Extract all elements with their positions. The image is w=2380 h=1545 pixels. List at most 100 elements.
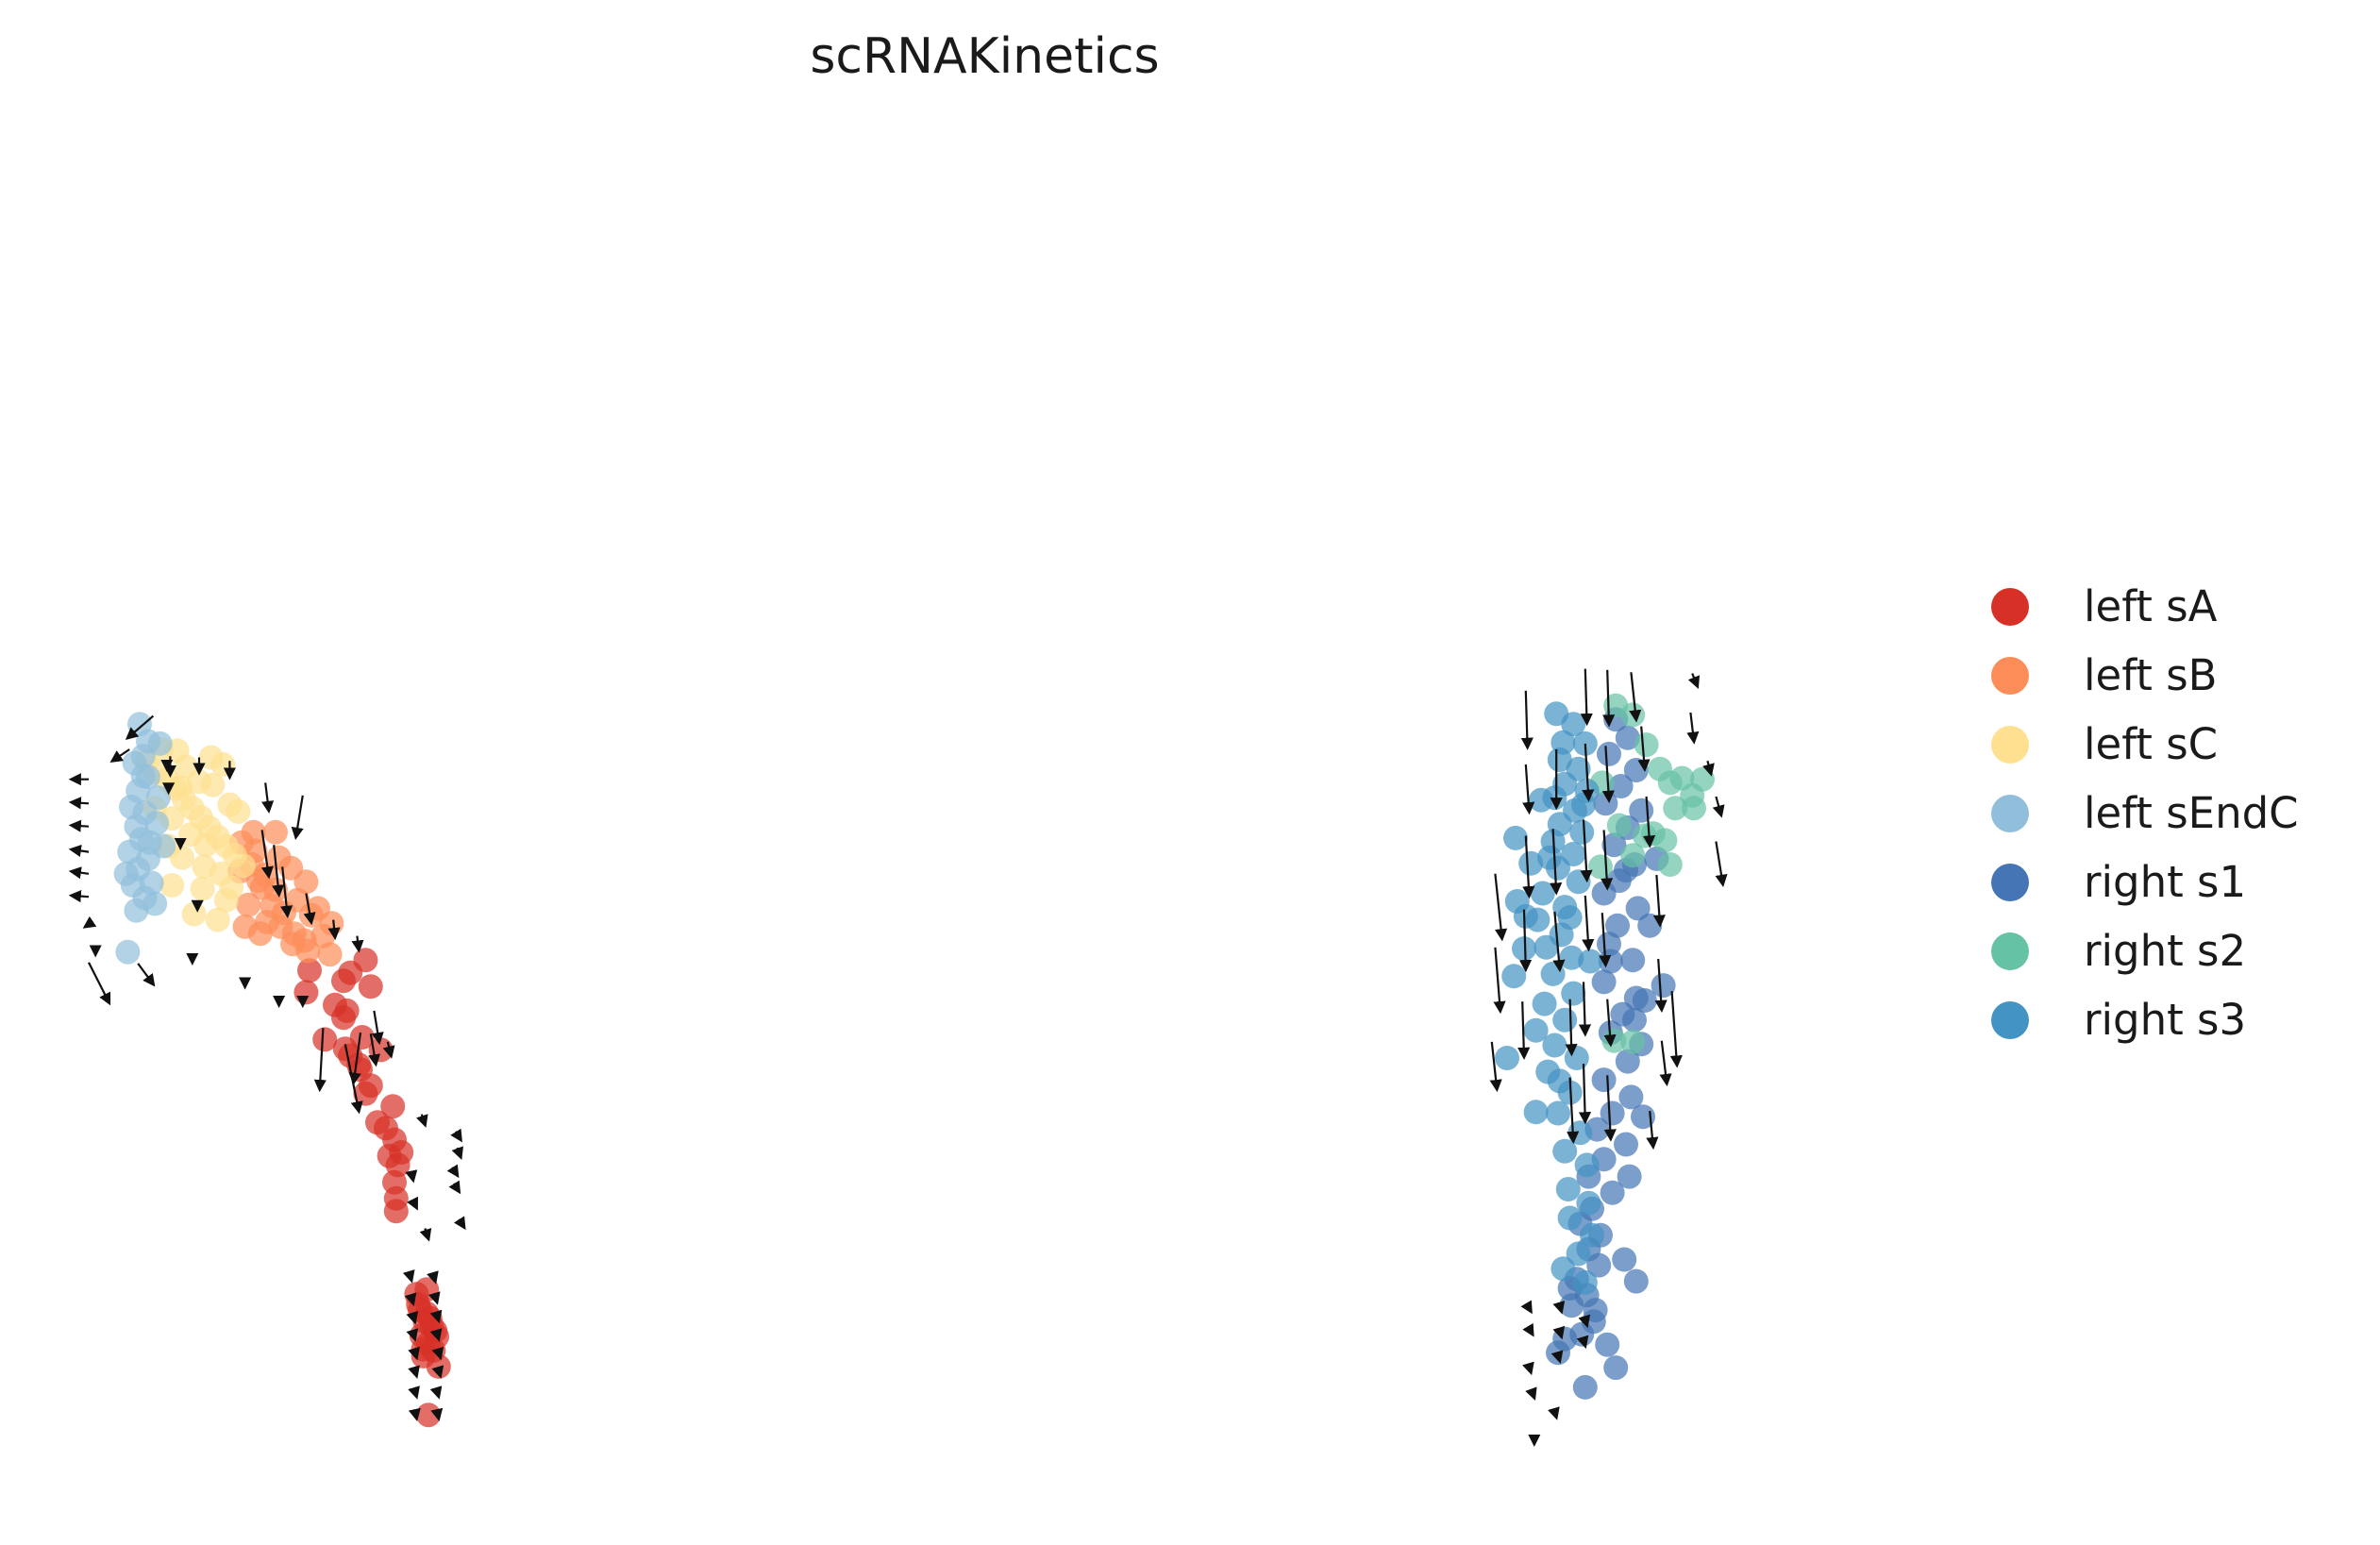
point-5-18 <box>1640 821 1666 847</box>
point-5-1 <box>1620 702 1646 728</box>
velocity-arrow-83 <box>1601 830 1614 891</box>
point-4-22 <box>1591 1067 1617 1093</box>
velocity-arrow-21 <box>327 919 341 941</box>
velocity-arrow-50 <box>406 1310 419 1325</box>
velocity-arrow-5 <box>68 866 90 880</box>
velocity-arrow-78 <box>1582 895 1595 952</box>
velocity-arrow-88 <box>1637 726 1651 772</box>
point-5-8 <box>1663 796 1688 821</box>
velocity-arrow-35 <box>407 1196 419 1211</box>
point-4-55 <box>1623 1268 1649 1294</box>
point-6-51 <box>1571 792 1596 817</box>
legend-item-0: left sA <box>1991 572 2299 641</box>
legend: left sA left sB left sC left sEndC right s1 r… <box>1991 572 2299 1054</box>
velocity-arrow-90 <box>1652 874 1666 928</box>
point-2-15 <box>193 832 219 858</box>
velocity-arrow-51 <box>429 1309 443 1324</box>
point-2-24 <box>159 873 185 898</box>
velocity-arrow-102 <box>1522 1361 1534 1376</box>
point-1-14 <box>317 942 343 967</box>
velocity-arrow-64 <box>1522 835 1535 899</box>
velocity-arrow-87 <box>1629 672 1642 723</box>
velocity-arrow-47 <box>427 1270 439 1285</box>
velocity-arrow-84 <box>1599 913 1612 968</box>
point-4-13 <box>1605 913 1630 938</box>
velocity-arrow-30 <box>450 1128 462 1143</box>
velocity-arrow-29 <box>416 1114 428 1128</box>
velocity-arrow-55 <box>431 1346 444 1361</box>
velocity-arrow-103 <box>1552 1301 1566 1315</box>
point-6-11 <box>1569 819 1595 845</box>
velocity-arrow-60 <box>408 1407 421 1422</box>
velocity-arrow-71 <box>1550 829 1563 896</box>
velocity-arrow-9 <box>88 962 111 1006</box>
velocity-arrow-34 <box>448 1180 461 1195</box>
point-1-23 <box>263 819 288 845</box>
point-2-26 <box>190 876 215 901</box>
point-1-12 <box>295 938 321 964</box>
point-4-45 <box>1637 913 1663 938</box>
legend-item-1: left sB <box>1991 641 2299 710</box>
legend-item-5: right s2 <box>1991 916 2299 985</box>
velocity-arrow-106 <box>1578 1314 1591 1329</box>
velocity-arrow-24 <box>368 1033 381 1067</box>
point-6-25 <box>1552 1007 1578 1033</box>
velocity-arrow-22 <box>351 935 364 953</box>
point-3-15 <box>136 764 160 790</box>
velocity-arrow-59 <box>429 1385 443 1400</box>
point-4-11 <box>1591 881 1617 906</box>
point-6-34 <box>1574 1152 1600 1178</box>
velocity-arrow-54 <box>408 1346 420 1361</box>
legend-label-0: left sA <box>2084 581 2218 631</box>
point-6-28 <box>1564 1046 1589 1070</box>
point-6-42 <box>1503 825 1528 850</box>
point-4-23 <box>1618 1084 1644 1110</box>
point-4-49 <box>1631 1104 1655 1130</box>
point-6-49 <box>1523 1100 1549 1125</box>
velocity-arrow-80 <box>1578 1064 1592 1125</box>
velocity-arrow-96 <box>1686 712 1700 745</box>
point-5-17 <box>1620 1029 1646 1054</box>
point-6-53 <box>1578 949 1603 974</box>
velocity-arrow-65 <box>1518 909 1533 973</box>
velocity-arrow-68 <box>1493 947 1506 1015</box>
velocity-arrow-61 <box>430 1407 444 1422</box>
legend-swatch-4 <box>1991 863 2029 901</box>
point-4-1 <box>1615 725 1640 750</box>
point-0-4 <box>358 974 383 999</box>
point-0-26 <box>346 1052 372 1078</box>
point-0-13 <box>380 1094 406 1119</box>
legend-label-6: right s3 <box>2084 995 2247 1045</box>
velocity-arrow-58 <box>408 1385 420 1400</box>
point-0-44 <box>411 1336 436 1362</box>
velocity-arrow-16 <box>291 795 304 840</box>
velocity-arrow-85 <box>1603 999 1617 1048</box>
velocity-arrow-107 <box>1576 1335 1589 1350</box>
point-6-37 <box>1557 1205 1583 1231</box>
velocity-arrow-19 <box>279 866 293 918</box>
velocity-arrow-36 <box>453 1216 466 1231</box>
point-2-31 <box>217 792 243 817</box>
point-4-41 <box>1603 1355 1629 1381</box>
velocity-arrow-48 <box>404 1292 417 1306</box>
point-6-26 <box>1523 1017 1549 1043</box>
velocity-arrow-26 <box>313 1028 327 1093</box>
velocity-arrow-32 <box>446 1164 460 1179</box>
velocity-arrow-49 <box>427 1291 441 1305</box>
point-4-53 <box>1552 1326 1578 1352</box>
point-5-13 <box>1606 813 1632 838</box>
point-4-40 <box>1595 1332 1620 1357</box>
point-4-43 <box>1632 988 1657 1013</box>
point-4-42 <box>1572 1374 1598 1400</box>
velocity-arrow-2 <box>68 797 90 810</box>
point-6-39 <box>1566 1241 1591 1267</box>
point-6-38 <box>1580 1222 1604 1248</box>
velocity-arrow-101 <box>1522 1322 1534 1337</box>
legend-swatch-5 <box>1991 932 2029 970</box>
point-4-56 <box>1612 1247 1637 1272</box>
velocity-arrow-100 <box>1520 1300 1533 1315</box>
point-1-26 <box>266 845 292 870</box>
velocity-arrow-63 <box>1522 764 1535 815</box>
